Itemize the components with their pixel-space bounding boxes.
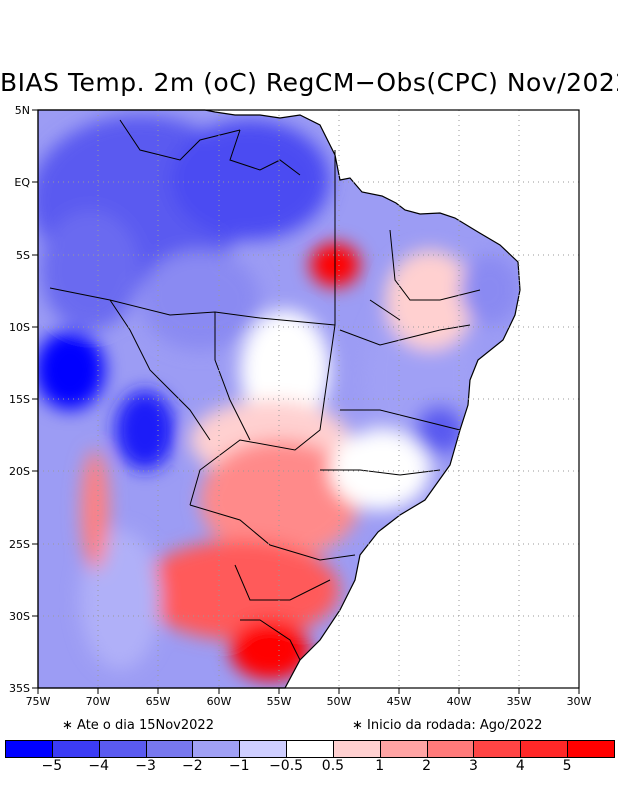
lon-label: 55W	[267, 695, 292, 708]
colorbar-label: 4	[515, 758, 525, 774]
lon-label: 45W	[387, 695, 412, 708]
lat-label: 20S	[9, 465, 30, 478]
lon-label: 40W	[447, 695, 472, 708]
bias-field	[38, 110, 520, 688]
colorbar-swatch	[426, 740, 475, 758]
lat-label: 10S	[9, 321, 30, 334]
colorbar-label: −0.5	[269, 758, 304, 774]
colorbar-swatch	[379, 740, 428, 758]
colorbar-swatch	[520, 740, 569, 758]
lat-label: 30S	[9, 610, 30, 623]
lat-label: 5S	[16, 249, 30, 262]
note-until-date: ∗ Ate o dia 15Nov2022	[62, 718, 214, 733]
lat-label: 25S	[9, 538, 30, 551]
colorbar-swatch	[5, 740, 53, 758]
colorbar-label: 2	[422, 758, 432, 774]
colorbar-label: −2	[182, 758, 203, 774]
lon-label: 75W	[26, 695, 51, 708]
colorbar-swatch	[51, 740, 100, 758]
lon-label: 35W	[507, 695, 532, 708]
colorbar-swatch	[192, 740, 241, 758]
colorbar-label: −4	[88, 758, 110, 774]
colorbar-swatch	[286, 740, 334, 758]
axis-ticks	[32, 109, 580, 694]
map-title: BIAS Temp. 2m (oC) RegCM−Obs(CPC) Nov/20…	[0, 68, 618, 97]
lon-label: 30W	[567, 695, 592, 708]
political-borders	[49, 119, 481, 661]
note-run-start: ∗ Inicio da rodada: Ago/2022	[352, 718, 543, 733]
lat-label: EQ	[14, 176, 30, 189]
colorbar-label: −5	[41, 758, 63, 774]
colorbar-label: 0.5	[321, 758, 345, 774]
lon-label: 50W	[327, 695, 352, 708]
colorbar-swatch	[332, 740, 381, 758]
colorbar-label: 5	[562, 758, 572, 774]
lon-label: 70W	[86, 695, 111, 708]
lat-label: 15S	[9, 393, 30, 406]
graticule	[38, 110, 579, 688]
colorbar-label: 1	[375, 758, 385, 774]
lat-label: 5N	[15, 104, 30, 117]
colorbar-label: −1	[228, 758, 250, 774]
colorbar-swatch	[145, 740, 194, 758]
colorbar-swatch	[473, 740, 522, 758]
colorbar-label: −3	[135, 758, 156, 774]
colorbar-swatch	[567, 740, 615, 758]
lat-label: 35S	[9, 682, 30, 695]
colorbar-swatch	[239, 740, 288, 758]
colorbar-label: 3	[468, 758, 478, 774]
lon-label: 65W	[146, 695, 171, 708]
colorbar-swatch	[98, 740, 147, 758]
lon-label: 60W	[207, 695, 232, 708]
